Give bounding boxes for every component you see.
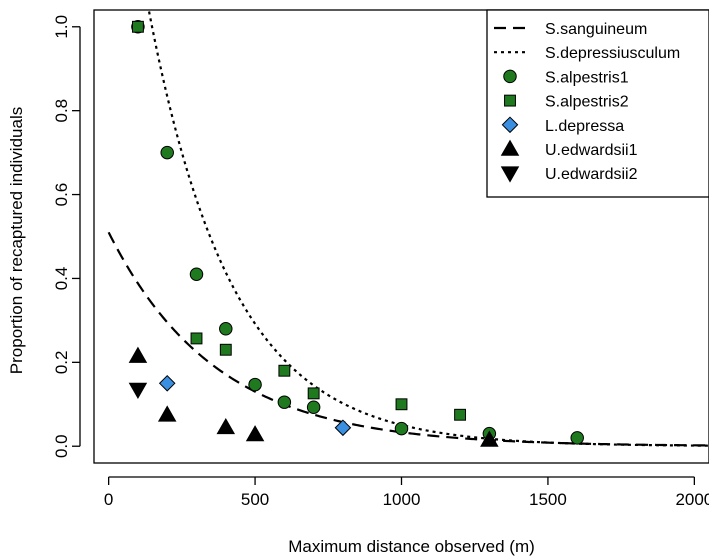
point-s-alpestris1 (277, 395, 292, 409)
point-s-alpestris2 (131, 20, 144, 33)
point-s-alpestris2 (395, 398, 408, 411)
y-tick-label: 0.0 (52, 434, 71, 458)
y-tick-label: 0.6 (52, 183, 71, 207)
point-u-edwardsii1 (480, 430, 499, 447)
legend-label: S.depressiusculum (545, 45, 680, 62)
point-s-alpestris1 (306, 400, 321, 414)
point-u-edwardsii2 (128, 382, 148, 400)
x-axis: 0 500 1000 1500 2000 (104, 476, 709, 509)
plot-area-border (93, 9, 709, 464)
y-tick-label: 0.4 (52, 267, 71, 291)
legend-key-marker (501, 116, 519, 134)
y-tick-label: 1.0 (52, 15, 71, 39)
point-s-alpestris2 (307, 387, 320, 400)
legend-label: L.depressa (545, 118, 624, 135)
legend-box (486, 9, 709, 198)
legend: S.sanguineum S.depressiusculum S.alpestris… (486, 9, 709, 198)
legend-key-marker (503, 69, 517, 84)
point-u-edwardsii1 (245, 425, 265, 442)
legend-label: U.edwardsii2 (545, 166, 638, 183)
y-axis: 0.0 0.2 0.4 0.6 0.8 1.0 (52, 15, 81, 458)
point-l-depressa (334, 419, 352, 437)
point-s-alpestris1 (189, 267, 204, 281)
data-points (128, 20, 584, 447)
point-s-alpestris1 (219, 322, 233, 336)
point-s-alpestris2 (219, 343, 232, 356)
curve-s-depressiusculum (147, 10, 709, 447)
point-u-edwardsii1 (128, 346, 148, 363)
y-tick-label: 0.2 (52, 351, 71, 375)
legend-key-marker (500, 166, 520, 183)
legend-label: S.alpestris1 (545, 69, 629, 86)
x-tick-label: 1500 (529, 490, 567, 509)
point-s-alpestris1 (160, 145, 174, 160)
legend-label: S.alpestris2 (545, 94, 629, 111)
y-tick-label: 0.8 (52, 99, 71, 123)
y-axis-title: Proportion of recaptured individuals (7, 107, 26, 374)
point-s-alpestris2 (278, 364, 291, 377)
legend-key-marker (500, 139, 520, 156)
fitted-curves (107, 10, 709, 447)
point-l-depressa (158, 374, 176, 392)
point-u-edwardsii1 (157, 405, 177, 422)
point-s-alpestris2 (190, 332, 203, 345)
x-tick-label: 1000 (383, 490, 421, 509)
legend-key-marker (504, 94, 516, 107)
point-u-edwardsii1 (216, 417, 236, 435)
point-s-alpestris1 (248, 377, 262, 392)
point-s-alpestris1 (570, 431, 584, 445)
legend-label: U.edwardsii1 (545, 142, 638, 159)
x-tick-label: 2000 (675, 490, 709, 509)
x-tick-label: 0 (104, 490, 113, 509)
x-axis-title: Maximum distance observed (m) (288, 537, 535, 556)
point-s-alpestris2 (454, 408, 467, 421)
legend-label: S.sanguineum (545, 21, 647, 38)
point-s-alpestris1 (394, 421, 409, 436)
x-tick-label: 500 (241, 490, 269, 509)
